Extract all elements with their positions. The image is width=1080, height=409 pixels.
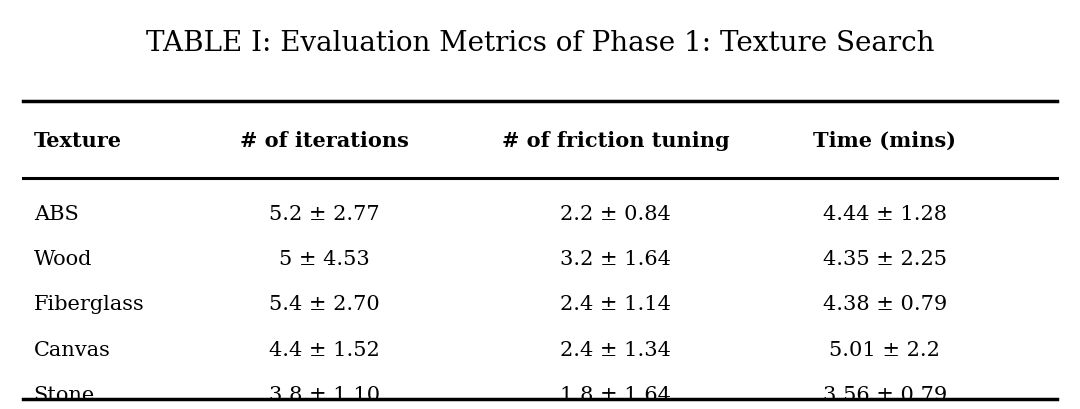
Text: Texture: Texture [33, 131, 122, 151]
Text: 1.8 ± 1.64: 1.8 ± 1.64 [559, 386, 671, 405]
Text: 5 ± 4.53: 5 ± 4.53 [280, 250, 370, 269]
Text: 3.8 ± 1.10: 3.8 ± 1.10 [269, 386, 380, 405]
Text: TABLE I: Evaluation Metrics of Phase 1: Texture Search: TABLE I: Evaluation Metrics of Phase 1: … [146, 30, 934, 57]
Text: Time (mins): Time (mins) [813, 131, 956, 151]
Text: ABS: ABS [33, 204, 79, 224]
Text: 3.56 ± 0.79: 3.56 ± 0.79 [823, 386, 947, 405]
Text: 5.01 ± 2.2: 5.01 ± 2.2 [829, 341, 941, 360]
Text: 5.4 ± 2.70: 5.4 ± 2.70 [269, 295, 380, 315]
Text: 4.35 ± 2.25: 4.35 ± 2.25 [823, 250, 947, 269]
Text: # of iterations: # of iterations [240, 131, 409, 151]
Text: 2.4 ± 1.34: 2.4 ± 1.34 [559, 341, 671, 360]
Text: 4.38 ± 0.79: 4.38 ± 0.79 [823, 295, 947, 315]
Text: Wood: Wood [33, 250, 92, 269]
Text: # of friction tuning: # of friction tuning [501, 131, 729, 151]
Text: 4.4 ± 1.52: 4.4 ± 1.52 [269, 341, 380, 360]
Text: Stone: Stone [33, 386, 95, 405]
Text: 5.2 ± 2.77: 5.2 ± 2.77 [269, 204, 380, 224]
Text: 2.2 ± 0.84: 2.2 ± 0.84 [561, 204, 671, 224]
Text: 2.4 ± 1.14: 2.4 ± 1.14 [559, 295, 671, 315]
Text: Fiberglass: Fiberglass [33, 295, 145, 315]
Text: 4.44 ± 1.28: 4.44 ± 1.28 [823, 204, 947, 224]
Text: Canvas: Canvas [33, 341, 110, 360]
Text: 3.2 ± 1.64: 3.2 ± 1.64 [559, 250, 671, 269]
